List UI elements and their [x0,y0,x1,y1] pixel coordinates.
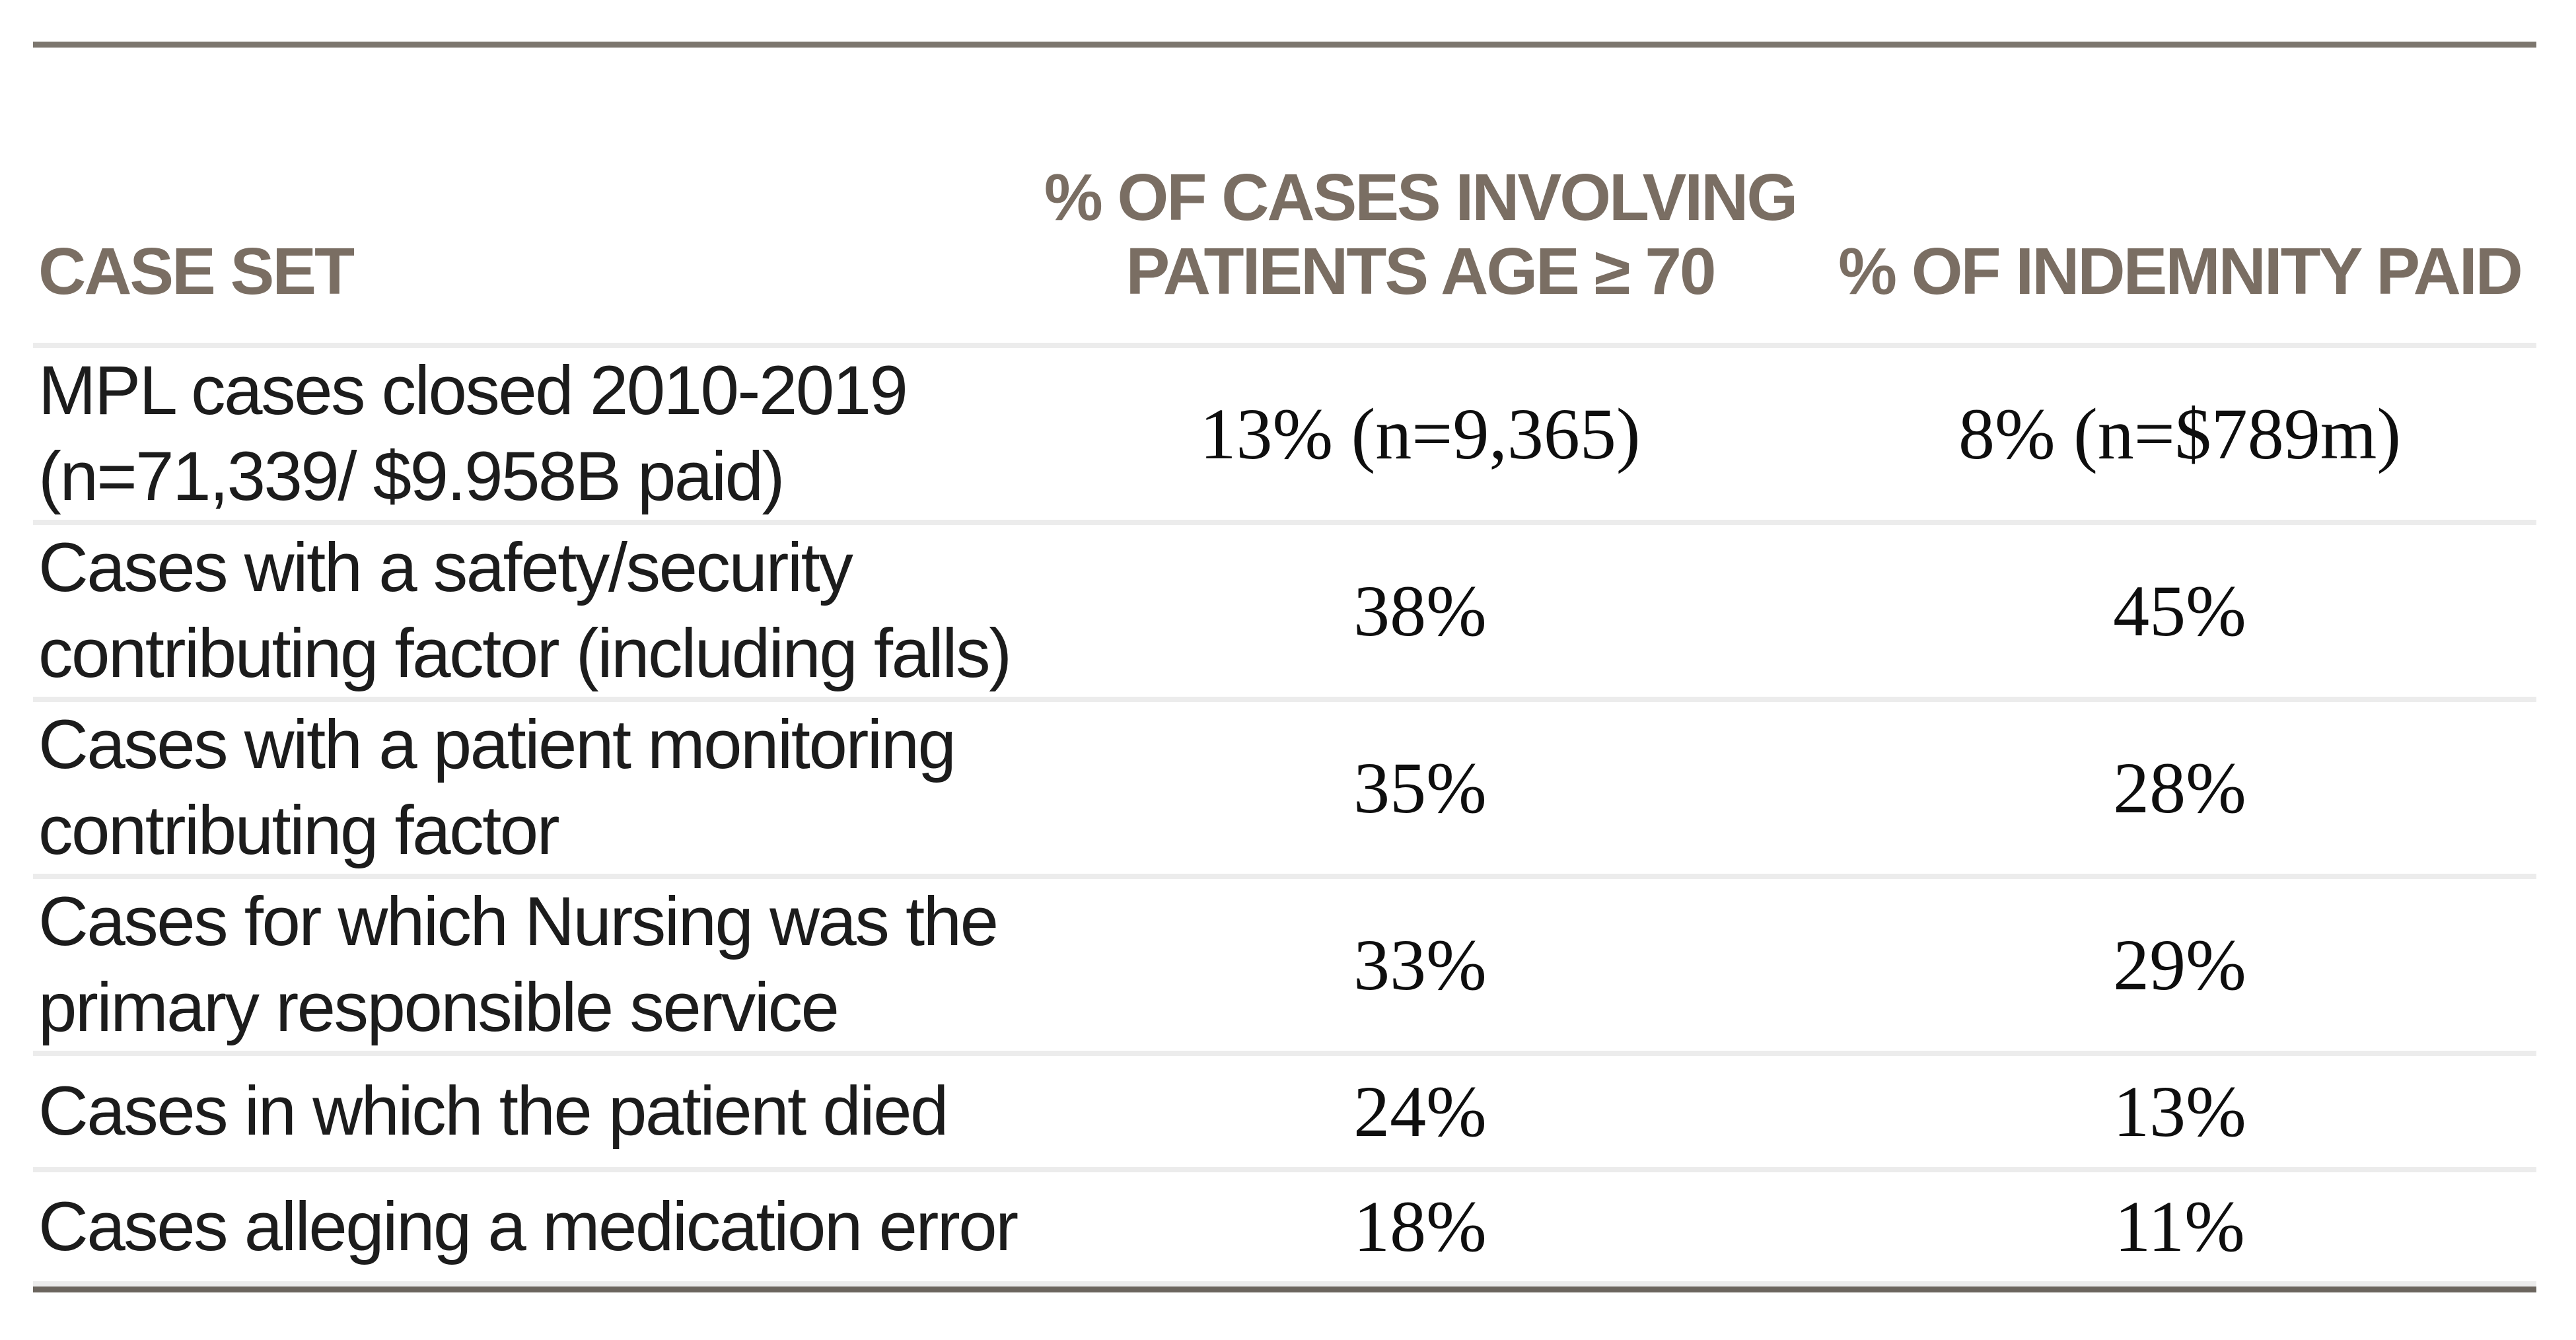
case-set-table: CASE SET % OF CASES INVOLVING PATIENTS A… [33,42,2536,1287]
case-set-table-wrapper: CASE SET % OF CASES INVOLVING PATIENTS A… [33,42,2536,1292]
table-row: Cases alleging a medication error 18% 11… [33,1170,2536,1287]
age70-value: 18% [1017,1170,1823,1287]
row-label: MPL cases closed 2010-2019 (n=71,339/ $9… [33,345,1017,525]
age70-value: 13% (n=9,365) [1017,345,1823,525]
age70-value: 38% [1017,522,1823,702]
column-header-age70: % OF CASES INVOLVING PATIENTS AGE ≥ 70 [1017,44,1823,348]
row-label: Cases alleging a medication error [33,1170,1019,1287]
age70-value: 33% [1017,876,1823,1056]
column-header-age70-line2: PATIENTS AGE ≥ 70 [1126,234,1716,308]
table-row: Cases with a safety/security contributin… [33,522,2536,702]
indemnity-value: 8% (n=$789m) [1823,345,2536,525]
bottom-rule [33,1287,2536,1292]
column-header-indemnity-label: % OF INDEMNITY PAID [1838,234,2523,308]
table-row: Cases with a patient monitoring contribu… [33,699,2536,879]
row-label: Cases for which Nursing was the primary … [33,876,1017,1056]
table-row: Cases for which Nursing was the primary … [33,876,2536,1056]
indemnity-value: 45% [1823,522,2536,702]
indemnity-value: 11% [1823,1170,2536,1287]
age70-value: 35% [1017,699,1823,879]
row-label: Cases with a patient monitoring contribu… [33,699,1017,879]
column-header-indemnity: % OF INDEMNITY PAID [1823,44,2536,348]
indemnity-value: 29% [1823,876,2536,1056]
indemnity-value: 13% [1823,1053,2536,1172]
column-header-case-set: CASE SET [33,44,1017,348]
column-header-age70-line1: % OF CASES INVOLVING [1044,160,1798,234]
header-row: CASE SET % OF CASES INVOLVING PATIENTS A… [33,44,2536,348]
table-row: Cases in which the patient died 24% 13% [33,1053,2536,1172]
indemnity-value: 28% [1823,699,2536,879]
row-label: Cases with a safety/security contributin… [33,522,1017,702]
row-label: Cases in which the patient died [33,1053,1017,1172]
age70-value: 24% [1017,1053,1823,1172]
column-header-case-set-label: CASE SET [38,234,355,308]
table-row: MPL cases closed 2010-2019 (n=71,339/ $9… [33,345,2536,525]
